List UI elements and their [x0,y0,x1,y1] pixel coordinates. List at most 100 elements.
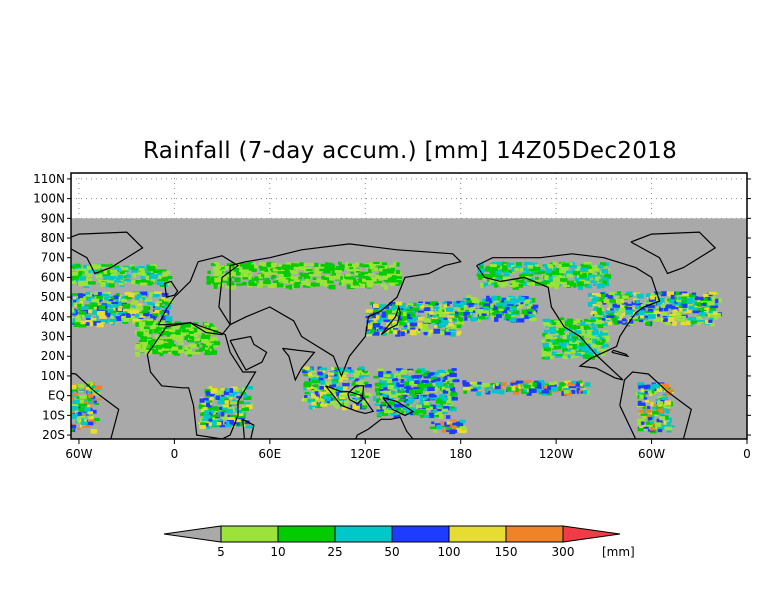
rain-cell [708,319,713,323]
rain-cell [410,411,415,416]
rain-cell [466,295,472,298]
rain-cell [377,406,382,412]
lat-tick-label: EQ [48,389,65,403]
rain-cell [78,384,85,389]
rain-cell [369,314,376,319]
rain-cell [696,308,701,313]
rain-cell [359,263,363,267]
rain-cell [374,382,382,387]
rain-cell [300,273,304,277]
rain-cell [517,267,524,271]
rain-cell [571,268,575,272]
rain-cell [393,283,401,286]
rain-cell [418,325,423,329]
rain-cell [100,275,106,278]
rain-cell [245,263,250,269]
rain-cell [216,421,222,426]
rain-cell [598,279,602,283]
rain-cell [86,381,94,385]
rain-cell [312,379,317,383]
rain-cell [352,283,360,288]
rain-cell [292,271,298,275]
rain-cell [118,305,123,310]
rain-cell [683,308,692,313]
rain-cell [121,313,126,317]
rain-cell [601,332,608,337]
rain-cell [495,270,502,275]
rain-cell [631,301,636,305]
rain-cell [408,396,414,400]
rain-cell [511,380,515,383]
rain-cell [507,269,516,274]
rain-cell [214,270,223,275]
rain-cell [428,311,435,315]
rain-cell [230,401,239,405]
rain-cell [184,350,188,356]
rain-cell [165,343,172,349]
rain-cell [366,332,373,337]
rain-cell [552,261,557,265]
rain-cell [543,320,550,324]
rain-cell [195,349,203,352]
colorbar-label: 150 [495,545,518,559]
rain-cell [144,269,151,274]
rain-cell [143,311,150,317]
rain-cell [242,418,247,424]
rain-cell [354,370,363,374]
rain-cell [556,322,563,328]
rain-cell [115,277,120,282]
rain-cell [681,300,687,303]
rain-cell [161,315,168,321]
rain-cell [638,385,647,390]
rain-cell [337,261,342,265]
rain-cell [247,264,255,269]
rain-cell [675,306,679,312]
rain-cell [195,341,199,344]
rain-cell [436,424,443,430]
rain-cell [392,280,399,283]
rain-cell [436,314,440,319]
rain-cell [427,386,435,392]
rain-cell [532,382,537,387]
rain-cell [152,317,156,320]
rain-cell [106,269,114,273]
rain-cell [515,262,522,267]
rain-cell [621,318,627,322]
rain-cell [671,300,678,304]
rain-cell [277,271,286,274]
rain-cell [161,343,166,348]
rain-cell [709,306,717,311]
rain-cell [390,266,395,271]
rain-cell [154,342,161,346]
rain-cell [482,278,486,281]
rain-cell [483,307,489,312]
rain-cell [453,324,457,330]
rain-cell [487,308,492,314]
rain-cell [201,326,206,331]
rain-cell [574,354,579,358]
rain-cell [634,305,640,309]
rain-cell [407,314,411,318]
rain-cell [676,293,683,297]
rain-cell [81,306,89,310]
rain-cell [185,351,192,355]
rain-cell [490,308,494,314]
rain-cell [331,367,336,371]
rain-cell [434,372,439,375]
rain-cell [206,278,213,283]
rain-cell [473,388,479,391]
rain-cell [519,273,526,279]
rain-cell [325,275,330,278]
rain-cell [366,320,374,323]
rain-cell [351,263,358,268]
rain-cell [358,373,365,379]
rain-cell [228,393,235,397]
rain-cell [555,268,560,274]
rain-cell [106,301,111,307]
rain-cell [382,274,389,279]
rain-cell [494,384,501,390]
rain-cell [207,270,211,274]
rain-cell [413,323,417,327]
rain-cell [153,291,162,295]
rain-cell [192,327,198,333]
